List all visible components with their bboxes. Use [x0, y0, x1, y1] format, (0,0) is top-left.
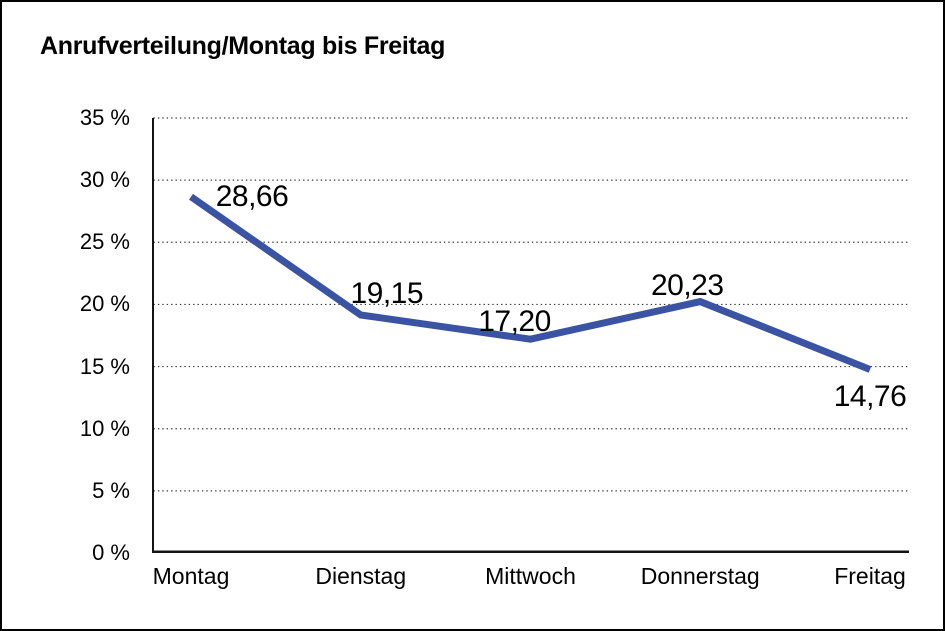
series-line: [189, 193, 872, 373]
y-tick-label: 5 %: [92, 477, 130, 503]
line-chart-svg: [152, 117, 909, 553]
y-tick-label: 25 %: [79, 229, 130, 255]
x-tick-label: Donnerstag: [640, 563, 760, 589]
data-point-label: 14,76: [833, 379, 907, 413]
data-point-label: 20,23: [650, 268, 724, 302]
x-tick-label: Montag: [152, 563, 230, 589]
chart-title: Anrufverteilung/Montag bis Freitag: [40, 32, 446, 60]
x-tick-label: Mittwoch: [485, 563, 576, 589]
y-tick-label: 15 %: [79, 353, 130, 379]
y-tick-label: 35 %: [79, 105, 130, 130]
data-point-label: 28,66: [215, 179, 289, 213]
data-point-label: 17,20: [478, 305, 551, 339]
y-tick-label: 30 %: [79, 167, 130, 193]
data-point-label: 19,15: [350, 276, 424, 310]
x-tick-label: Dienstag: [315, 563, 407, 589]
plot-area: [152, 117, 909, 553]
y-tick-label: 20 %: [79, 291, 130, 317]
y-tick-label: 0 %: [92, 540, 130, 565]
y-tick-label: 10 %: [79, 415, 130, 441]
x-tick-label: Freitag: [834, 563, 906, 589]
